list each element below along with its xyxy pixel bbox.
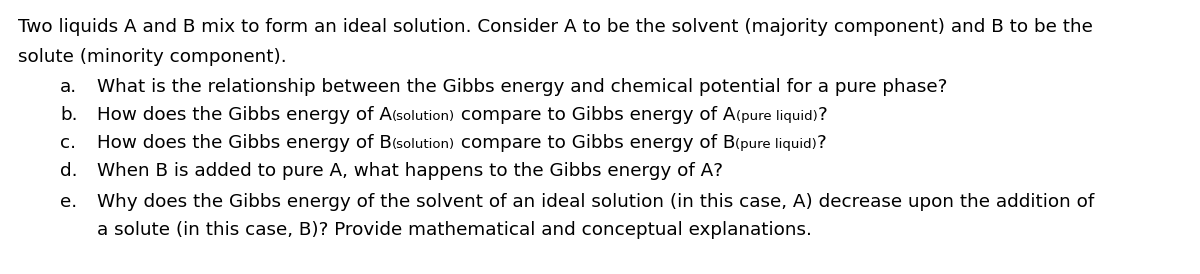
Text: ?: ? [817, 134, 827, 152]
Text: (pure liquid): (pure liquid) [736, 110, 817, 123]
Text: How does the Gibbs energy of B: How does the Gibbs energy of B [97, 134, 392, 152]
Text: b.: b. [60, 106, 78, 124]
Text: Two liquids A and B mix to form an ideal solution. Consider A to be the solvent : Two liquids A and B mix to form an ideal… [18, 18, 1093, 36]
Text: a solute (in this case, B)? Provide mathematical and conceptual explanations.: a solute (in this case, B)? Provide math… [97, 221, 812, 239]
Text: Why does the Gibbs energy of the solvent of an ideal solution (in this case, A) : Why does the Gibbs energy of the solvent… [97, 193, 1094, 211]
Text: compare to Gibbs energy of A: compare to Gibbs energy of A [455, 106, 736, 124]
Text: (solution): (solution) [392, 138, 455, 151]
Text: a.: a. [60, 78, 77, 96]
Text: d.: d. [60, 162, 78, 180]
Text: ?: ? [817, 106, 827, 124]
Text: e.: e. [60, 193, 77, 211]
Text: c.: c. [60, 134, 76, 152]
Text: How does the Gibbs energy of A: How does the Gibbs energy of A [97, 106, 392, 124]
Text: (pure liquid): (pure liquid) [736, 138, 817, 151]
Text: solute (minority component).: solute (minority component). [18, 48, 287, 66]
Text: (solution): (solution) [392, 110, 455, 123]
Text: compare to Gibbs energy of B: compare to Gibbs energy of B [455, 134, 736, 152]
Text: When B is added to pure A, what happens to the Gibbs energy of A?: When B is added to pure A, what happens … [97, 162, 722, 180]
Text: What is the relationship between the Gibbs energy and chemical potential for a p: What is the relationship between the Gib… [97, 78, 947, 96]
